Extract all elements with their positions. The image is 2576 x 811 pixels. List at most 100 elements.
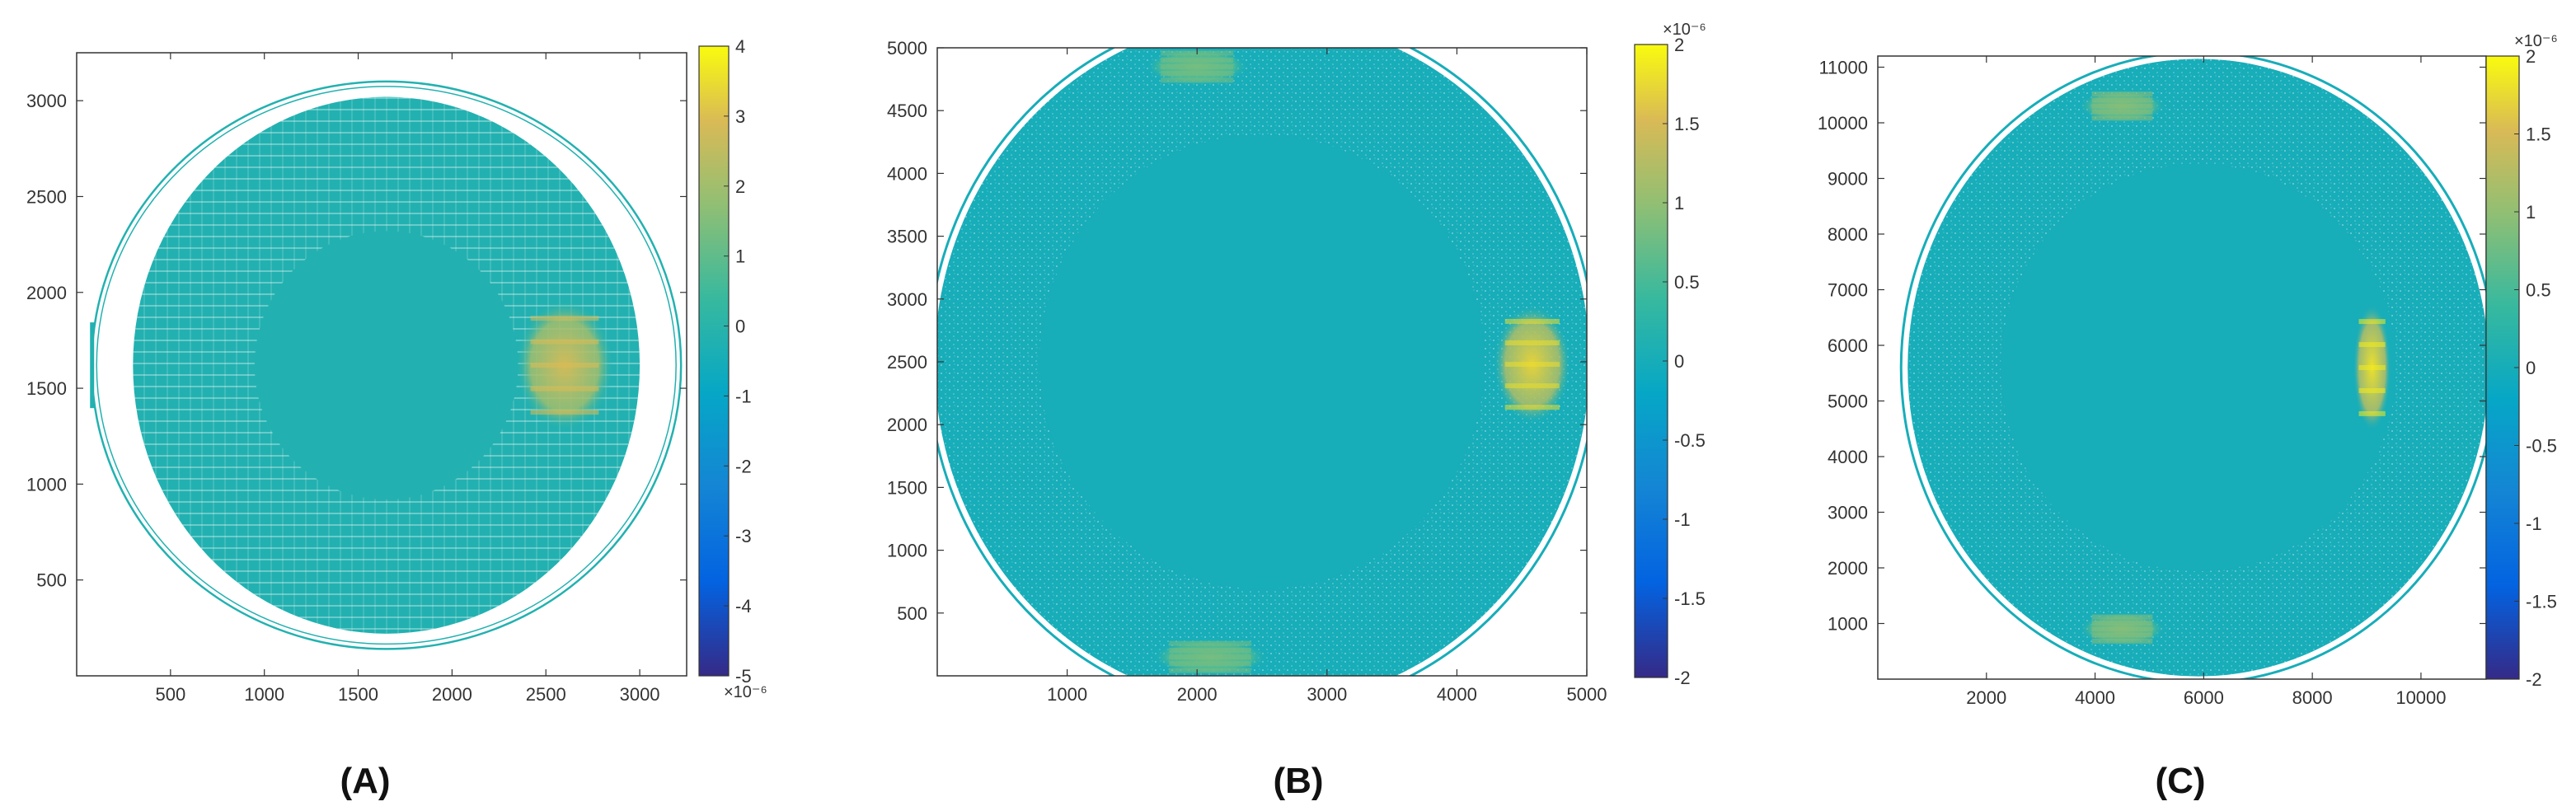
x-tick-label: 3000 <box>1307 684 1347 705</box>
y-tick-label: 2500 <box>26 186 67 207</box>
hotspot-band <box>1161 77 1234 83</box>
colorbar-tick-label: 0 <box>2526 358 2536 378</box>
colorbar-tick-label: -5 <box>735 666 752 687</box>
y-tick-label: 2000 <box>26 283 67 303</box>
y-tick-label: 1500 <box>887 477 927 498</box>
colorbar-tick-label: 4 <box>735 36 745 57</box>
axes-frame <box>76 52 687 677</box>
colorbar-tick-label: -1 <box>2526 513 2542 534</box>
x-tick-label: 8000 <box>2292 687 2333 708</box>
hotspot-band <box>1504 340 1560 345</box>
y-tick-label: 11000 <box>1818 58 1868 78</box>
colorbar-tick-label: -2 <box>2526 669 2542 690</box>
colorbar-tick-label: -0.5 <box>2526 436 2557 457</box>
y-tick-label: 5000 <box>1828 391 1868 412</box>
hotspot-band <box>1169 647 1251 653</box>
colorbar-tick-label: -0.5 <box>1674 430 1706 451</box>
y-tick-label: 4000 <box>887 163 927 184</box>
hotspot-band <box>530 339 599 345</box>
x-tick-label: 500 <box>155 684 185 705</box>
hotspot-band <box>2091 638 2153 644</box>
x-tick-label: 10000 <box>2395 687 2446 708</box>
field-core <box>1039 134 1485 589</box>
x-tick-label: 4000 <box>1437 684 1477 705</box>
plot-area <box>1899 56 2486 679</box>
x-tick-label: 3000 <box>620 684 660 705</box>
hotspot-band <box>2358 410 2386 416</box>
hotspot-band <box>2358 387 2386 393</box>
y-tick-label: 6000 <box>1828 335 1868 356</box>
colorbar-tick-label: 1 <box>735 246 745 267</box>
x-tick-label: 1000 <box>244 684 284 705</box>
hotspot-band <box>530 316 599 321</box>
hotspot-band <box>2091 91 2153 97</box>
hotspot-band <box>1169 668 1251 673</box>
hotspot-band <box>1161 57 1234 63</box>
edge-ring <box>1899 56 2486 679</box>
colorbar <box>1634 44 1668 678</box>
panel-b: 1000 2000 3000 4000 5000 500 1000 1500 2000 2500 3… <box>887 21 1706 705</box>
x-tick-label: 2000 <box>432 684 472 705</box>
y-tick-label: 2000 <box>887 415 927 435</box>
y-tick-label: 10000 <box>1818 113 1868 134</box>
x-tick-label: 6000 <box>2184 687 2224 708</box>
y-tick-label: 2000 <box>1828 558 1868 579</box>
colorbar-tick-label: -1.5 <box>2526 592 2557 612</box>
x-tick-label: 4000 <box>2075 687 2115 708</box>
colorbar-tick-label: -1.5 <box>1674 588 1706 609</box>
y-tick-label: 4500 <box>887 101 927 121</box>
x-tick-label: 5000 <box>1567 684 1607 705</box>
hotspot-band <box>2091 620 2153 626</box>
outer-ring-inner <box>96 86 677 645</box>
y-tick-label: 8000 <box>1828 224 1868 245</box>
colorbar-multiplier: ×10⁻⁶ <box>1663 21 1706 39</box>
x-tick-label: 1000 <box>1047 684 1087 705</box>
colorbar-tick-label: 1.5 <box>2526 124 2551 145</box>
hotspot-band <box>1504 362 1560 368</box>
y-tick-label: 5000 <box>887 38 927 59</box>
x-tick-label: 2000 <box>1177 684 1218 705</box>
panel-c: 2000 4000 6000 8000 10000 1000 2000 3000 4000 500… <box>1818 32 2558 708</box>
colorbar-tick-label: -1 <box>1674 509 1691 530</box>
y-tick-label: 3000 <box>887 289 927 310</box>
y-tick-label: 1500 <box>26 378 67 399</box>
y-tick-label: 1000 <box>887 541 927 561</box>
hotspot-band <box>2091 614 2153 620</box>
panel-a: 500 1000 1500 2000 2500 3000 500 1000 1500 2000 25… <box>26 36 767 705</box>
colorbar-tick-label: 2 <box>735 176 745 197</box>
y-tick-label: 3500 <box>887 227 927 247</box>
left-sliver <box>90 322 95 409</box>
colorbar-tick-label: -3 <box>735 526 752 546</box>
hotspot-band <box>1169 661 1251 667</box>
panel-label-b: (B) <box>1273 761 1323 801</box>
hotspot-band <box>2358 342 2386 348</box>
hotspot-band <box>1504 318 1560 324</box>
plot-area <box>90 80 683 650</box>
colorbar-tick-label: 0.5 <box>2526 280 2551 301</box>
colorbar-tick-label: -4 <box>735 596 752 616</box>
hotspot-band <box>2091 626 2153 632</box>
hotspot-band <box>530 410 599 415</box>
colorbar-tick-label: -2 <box>735 456 752 476</box>
colorbar-tick-label: 2 <box>2526 46 2536 67</box>
colorbar-tick-label: 0 <box>1674 351 1684 372</box>
colorbar-multiplier: ×10⁻⁶ <box>2514 32 2558 50</box>
y-tick-label: 3000 <box>26 91 67 111</box>
colorbar-tick-label: -2 <box>1674 668 1691 688</box>
colorbar-tick-label: 2 <box>1674 35 1684 55</box>
hotspot-band <box>2091 97 2153 103</box>
hotspot-band <box>1169 654 1251 660</box>
colorbar-tick-label: -1 <box>735 386 752 406</box>
hotspot-band <box>1504 405 1560 410</box>
hotspot-band <box>2091 110 2153 115</box>
y-tick-label: 1000 <box>26 474 67 495</box>
y-tick-label: 500 <box>36 570 67 591</box>
hotspot-band <box>1504 383 1560 389</box>
x-tick-label: 2000 <box>1966 687 2006 708</box>
colorbar-tick-label: 0.5 <box>1674 272 1700 293</box>
colorbar-tick-label: 1 <box>1674 193 1684 213</box>
plot-area <box>937 48 1587 676</box>
y-tick-label: 500 <box>897 603 927 624</box>
y-tick-label: 1000 <box>1828 614 1868 635</box>
